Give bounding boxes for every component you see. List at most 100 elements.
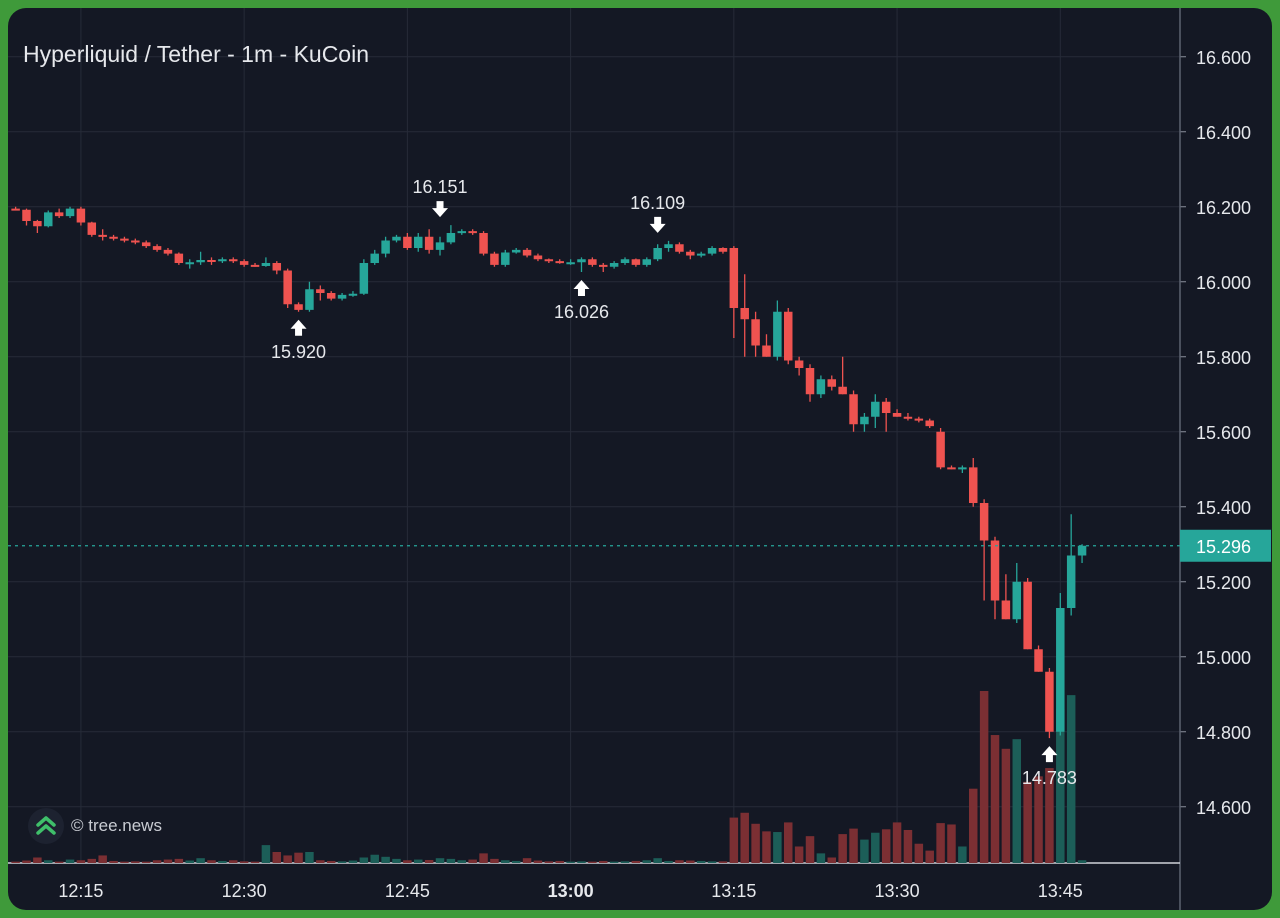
- candle-body[interactable]: [174, 253, 184, 263]
- candle-body[interactable]: [22, 209, 31, 221]
- candle-body[interactable]: [653, 248, 662, 260]
- candle-body[interactable]: [620, 259, 630, 263]
- candle-body[interactable]: [196, 260, 205, 263]
- candle-body[interactable]: [718, 248, 728, 252]
- candle-body[interactable]: [544, 259, 554, 262]
- candle-body[interactable]: [141, 242, 151, 247]
- candle-body[interactable]: [609, 263, 619, 267]
- candle-body[interactable]: [838, 386, 847, 395]
- candle-body[interactable]: [283, 270, 292, 305]
- candle-body[interactable]: [359, 263, 369, 294]
- candle-body[interactable]: [54, 212, 64, 217]
- candle-body[interactable]: [98, 234, 107, 237]
- candle-body[interactable]: [468, 231, 477, 234]
- candle-body[interactable]: [76, 208, 86, 223]
- candle-body[interactable]: [566, 262, 575, 265]
- candle-body[interactable]: [696, 253, 706, 256]
- candle-body[interactable]: [990, 540, 1000, 601]
- candle-body[interactable]: [511, 249, 521, 253]
- candle-body[interactable]: [250, 264, 260, 267]
- candle-body[interactable]: [784, 311, 793, 361]
- candle-body[interactable]: [207, 260, 216, 262]
- candle-body[interactable]: [305, 289, 314, 310]
- candle-body[interactable]: [185, 262, 194, 265]
- candle-body[interactable]: [773, 311, 782, 357]
- candle-body[interactable]: [1001, 600, 1011, 620]
- candle-body[interactable]: [1056, 608, 1065, 732]
- candle-body[interactable]: [947, 467, 956, 470]
- candle-body[interactable]: [577, 259, 586, 263]
- candle-body[interactable]: [152, 246, 162, 250]
- candle-body[interactable]: [675, 244, 684, 252]
- candle-body[interactable]: [762, 345, 771, 357]
- candle-body[interactable]: [849, 394, 858, 425]
- candle-body[interactable]: [686, 251, 695, 256]
- candle-body[interactable]: [522, 249, 532, 256]
- candle-body[interactable]: [555, 261, 564, 264]
- candle-body[interactable]: [925, 420, 934, 427]
- candle-body[interactable]: [501, 252, 510, 265]
- candle-body[interactable]: [120, 238, 129, 241]
- candle-body[interactable]: [599, 264, 608, 267]
- candle-body[interactable]: [1045, 671, 1054, 732]
- candle-body[interactable]: [272, 263, 282, 271]
- candle-body[interactable]: [1077, 545, 1087, 556]
- candle-body[interactable]: [435, 242, 445, 250]
- candle-body[interactable]: [229, 259, 238, 262]
- candle-body[interactable]: [588, 259, 597, 265]
- candle-body[interactable]: [294, 304, 303, 310]
- candle-body[interactable]: [65, 208, 75, 217]
- candle-body[interactable]: [370, 253, 379, 263]
- candle-body[interactable]: [664, 244, 673, 248]
- candle-body[interactable]: [892, 413, 902, 417]
- candle-body[interactable]: [642, 259, 652, 265]
- candle-body[interactable]: [805, 368, 815, 395]
- candle-body[interactable]: [457, 231, 467, 234]
- candle-body[interactable]: [424, 236, 434, 250]
- candle-body[interactable]: [479, 233, 488, 254]
- candle-body[interactable]: [729, 248, 739, 308]
- candle-body[interactable]: [11, 208, 20, 211]
- candle-body[interactable]: [33, 221, 42, 227]
- candle-body[interactable]: [631, 259, 641, 265]
- candle-body[interactable]: [979, 503, 989, 541]
- candle-body[interactable]: [1066, 555, 1076, 609]
- candle-body[interactable]: [163, 249, 173, 254]
- candle-body[interactable]: [751, 319, 760, 346]
- candle-body[interactable]: [1023, 581, 1032, 650]
- candle-body[interactable]: [218, 259, 227, 262]
- candle-body[interactable]: [816, 379, 826, 395]
- candle-body[interactable]: [707, 248, 717, 254]
- candle-body[interactable]: [381, 240, 390, 254]
- candle-body[interactable]: [239, 261, 249, 265]
- candle-body[interactable]: [881, 401, 891, 413]
- candle-body[interactable]: [337, 294, 347, 299]
- candle-body[interactable]: [1012, 581, 1022, 620]
- candle-body[interactable]: [414, 236, 423, 248]
- candle-body[interactable]: [326, 293, 336, 299]
- candle-body[interactable]: [914, 418, 924, 421]
- candle-body[interactable]: [827, 379, 837, 387]
- candle-body[interactable]: [261, 263, 271, 266]
- candle-body[interactable]: [403, 236, 412, 248]
- candlestick-chart[interactable]: 16.600 16.400 16.200 16.000 15.800 15.600 15.4…: [8, 8, 1272, 910]
- candle-body[interactable]: [392, 236, 401, 241]
- candle-body[interactable]: [44, 212, 53, 227]
- candle-body[interactable]: [131, 240, 140, 243]
- candle-body[interactable]: [1034, 649, 1043, 672]
- candle-body[interactable]: [87, 222, 97, 235]
- candle-body[interactable]: [903, 416, 913, 419]
- candle-body[interactable]: [533, 255, 543, 260]
- candle-body[interactable]: [316, 289, 325, 293]
- candle-body[interactable]: [740, 308, 749, 320]
- candle-body[interactable]: [794, 360, 804, 369]
- candle-body[interactable]: [446, 233, 456, 243]
- candle-body[interactable]: [490, 253, 499, 265]
- candle-body[interactable]: [860, 416, 869, 425]
- candle-body[interactable]: [348, 293, 358, 296]
- candle-body[interactable]: [871, 401, 880, 417]
- candle-body[interactable]: [936, 431, 945, 468]
- candle-body[interactable]: [109, 236, 118, 239]
- candle-body[interactable]: [958, 467, 967, 470]
- candle-body[interactable]: [968, 467, 978, 503]
